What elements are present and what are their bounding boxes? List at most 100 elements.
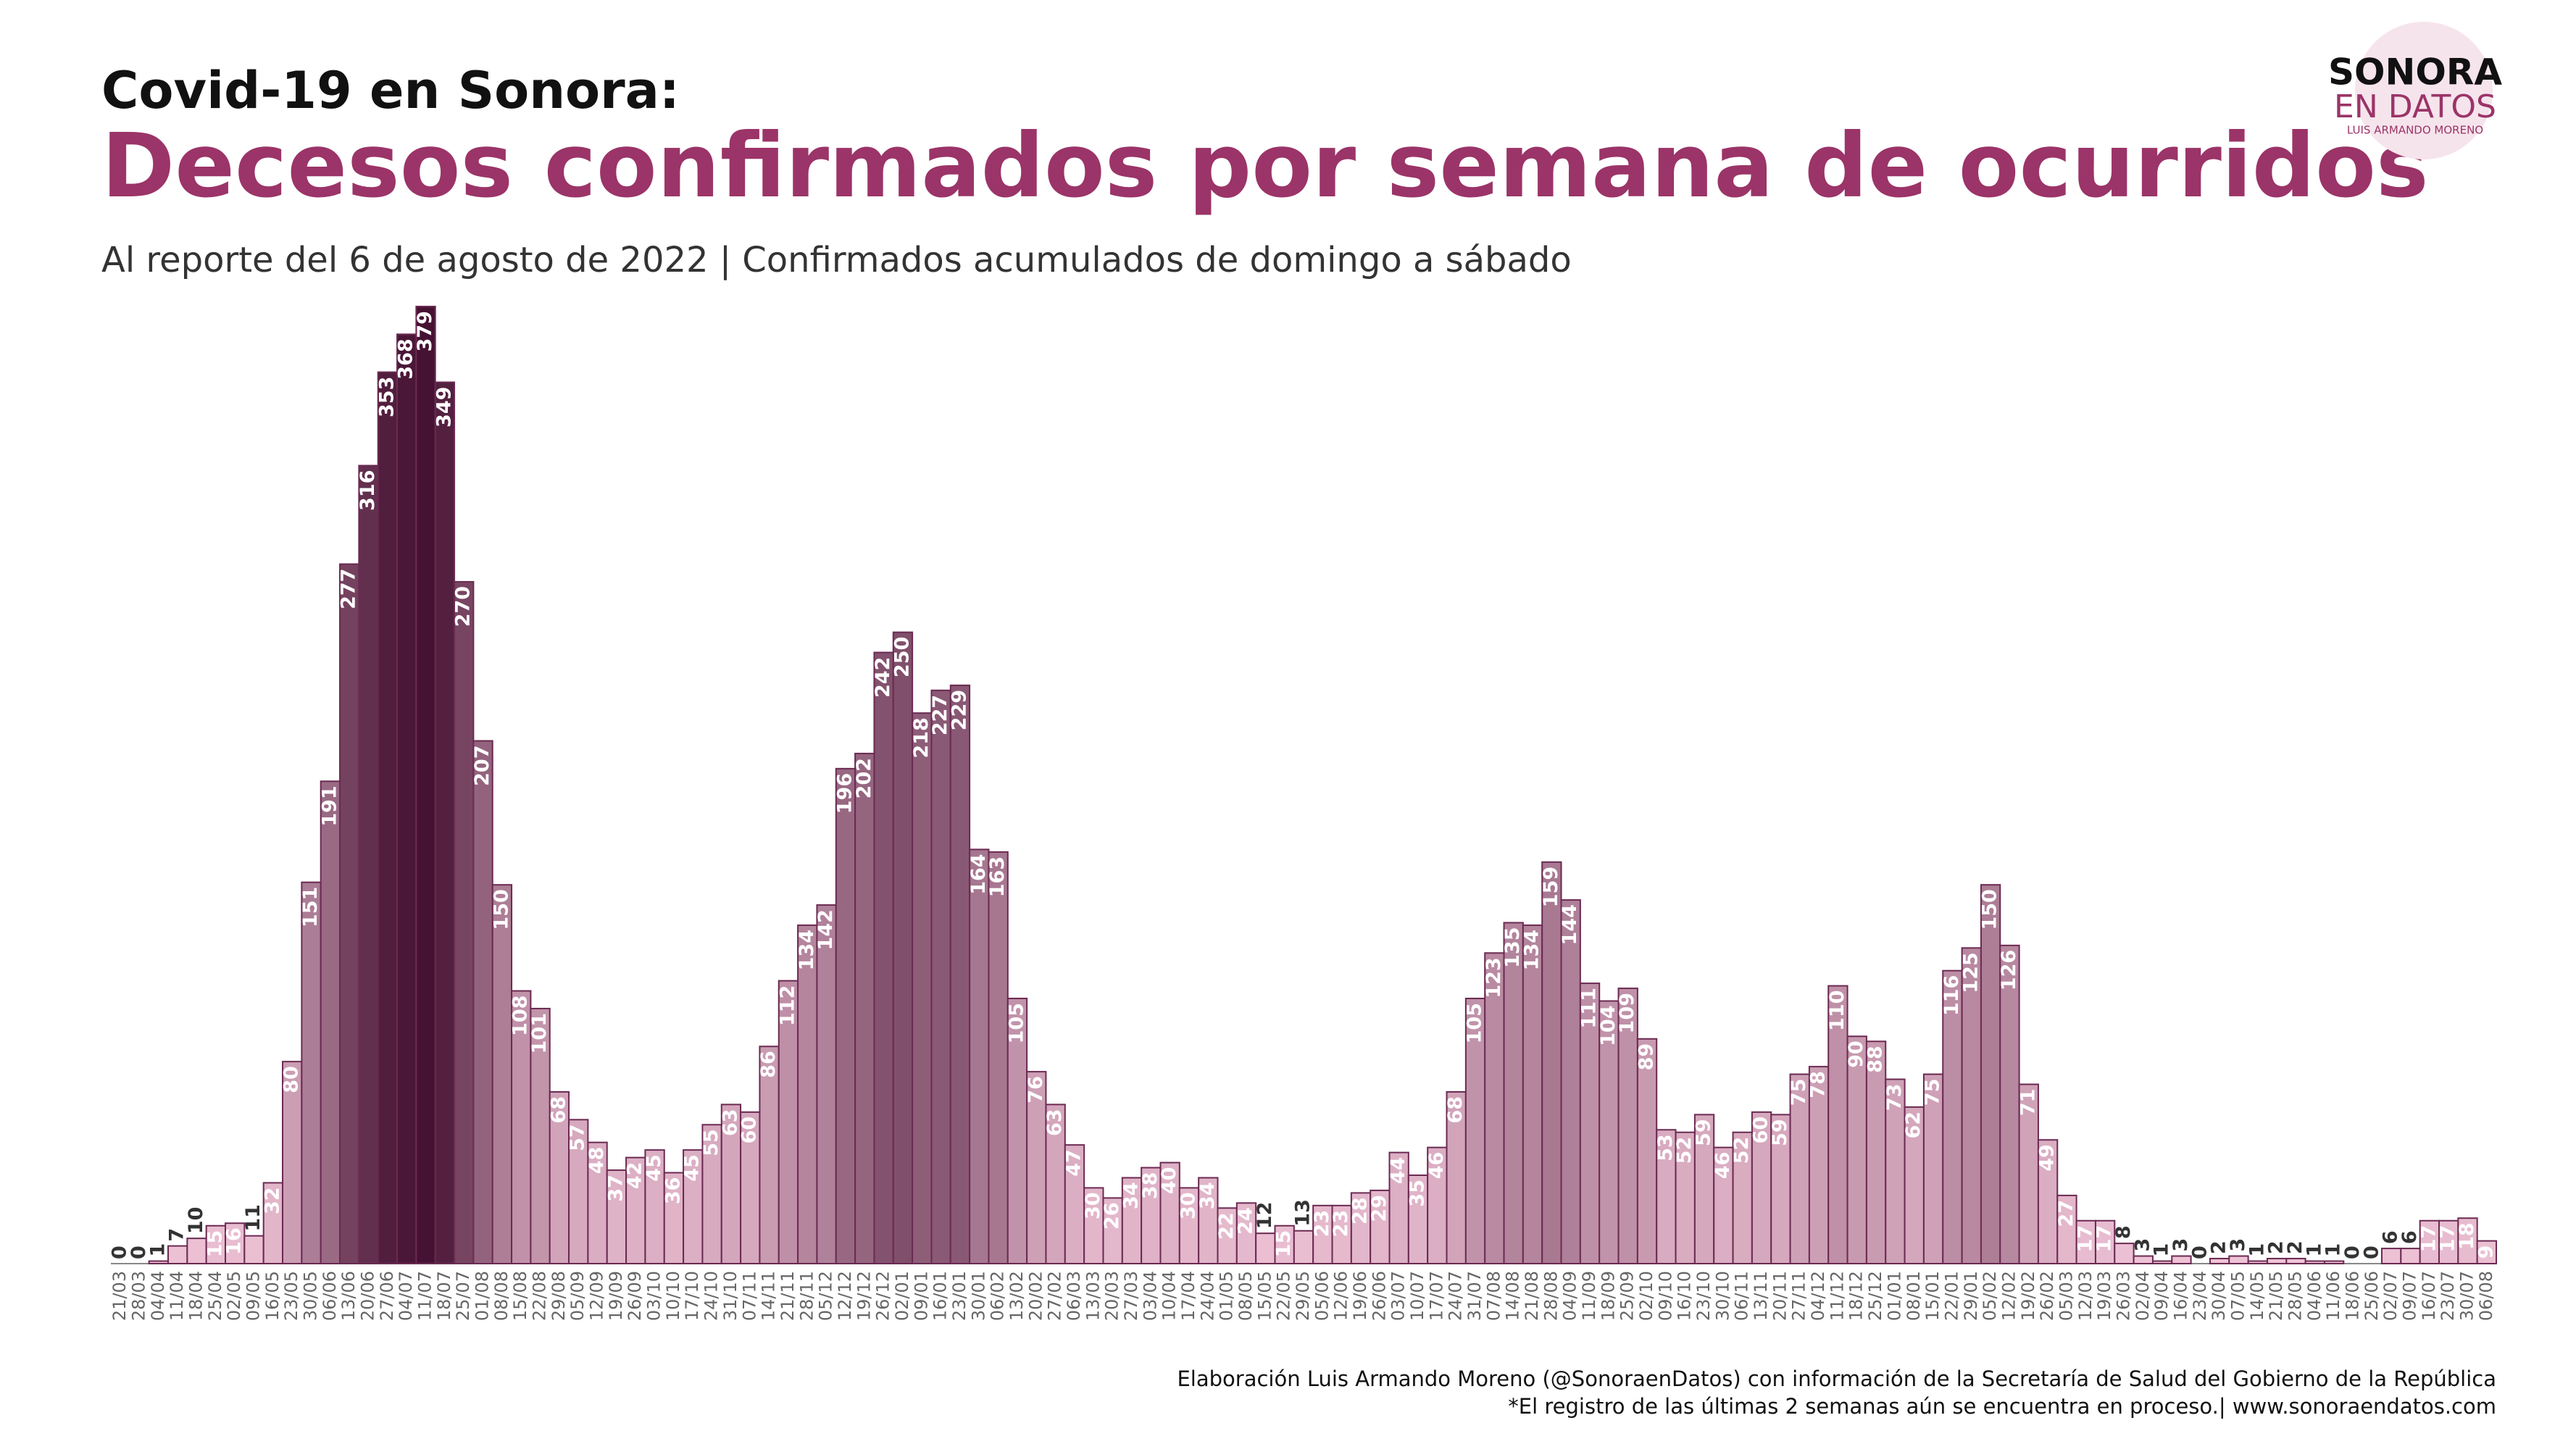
x-tick-label: 12/09: [587, 1271, 607, 1321]
bar: [1675, 1131, 1696, 1265]
chart-suptitle: Covid-19 en Sonora:: [101, 61, 680, 120]
bar: [2075, 1219, 2096, 1265]
bar: [644, 1149, 665, 1265]
x-tick-label: 11/06: [2323, 1271, 2343, 1321]
value-label: 3: [2227, 1238, 2249, 1252]
x-tick-label: 12/12: [835, 1271, 855, 1321]
x-tick-label: 08/08: [491, 1271, 512, 1321]
x-tick-label: 16/05: [262, 1271, 283, 1321]
x-tick-label: 23/01: [949, 1271, 970, 1321]
x-tick-label: 26/12: [873, 1271, 893, 1321]
x-tick-label: 10/10: [663, 1271, 683, 1321]
bar: [1808, 1066, 1830, 1265]
bar: [377, 371, 399, 1264]
bar: [969, 848, 990, 1265]
value-label: 18: [2456, 1222, 2478, 1250]
x-tick-label: 29/01: [1961, 1271, 1981, 1321]
value-label: 207: [471, 746, 493, 786]
x-tick-label: 13/03: [1083, 1271, 1103, 1321]
value-label: 126: [1998, 950, 2020, 990]
bar: [2285, 1258, 2306, 1265]
x-tick-label: 05/06: [1312, 1271, 1332, 1321]
x-tick-label: 19/03: [2094, 1271, 2114, 1321]
bar: [415, 306, 436, 1264]
value-label: 112: [776, 985, 799, 1026]
value-label: 76: [1025, 1076, 1047, 1103]
value-label: 151: [299, 887, 322, 927]
x-tick-label: 10/04: [1159, 1271, 1180, 1321]
bar: [1235, 1202, 1257, 1264]
bar: [396, 333, 417, 1265]
x-tick-label: 15/01: [1922, 1271, 1943, 1321]
bar: [301, 881, 322, 1264]
x-tick-label: 12/06: [1331, 1271, 1351, 1321]
x-tick-label: 09/05: [243, 1271, 264, 1321]
value-label: 227: [929, 695, 951, 735]
value-label: 17: [2437, 1225, 2459, 1253]
bar: [1522, 924, 1543, 1264]
x-tick-label: 16/04: [2170, 1271, 2191, 1321]
value-label: 37: [604, 1174, 627, 1202]
bar: [282, 1061, 303, 1265]
chart-title: Decesos confirmados por semana de ocurri…: [101, 114, 2429, 217]
x-tick-label: 20/11: [1770, 1271, 1790, 1321]
value-label: 135: [1501, 927, 1524, 967]
bar: [491, 884, 513, 1264]
bar: [1407, 1174, 1429, 1265]
bar: [2266, 1258, 2288, 1265]
bar: [1999, 944, 2020, 1264]
value-label: 0: [2341, 1246, 2364, 1259]
value-label: 1: [146, 1243, 169, 1257]
x-tick-label: 30/04: [2209, 1271, 2229, 1321]
bar: [167, 1245, 188, 1264]
value-label: 34: [1196, 1182, 1219, 1209]
bar: [1312, 1204, 1333, 1264]
value-label: 71: [2017, 1089, 2039, 1117]
x-tick-label: 20/02: [1025, 1271, 1046, 1321]
bar: [243, 1235, 264, 1265]
value-label: 270: [452, 586, 475, 627]
value-label: 134: [796, 930, 818, 970]
x-tick-label: 02/10: [1636, 1271, 1656, 1321]
bar: [1656, 1129, 1677, 1265]
value-label: 62: [1902, 1111, 1925, 1139]
x-tick-label: 05/03: [2056, 1271, 2076, 1321]
bar: [778, 980, 799, 1265]
value-label: 48: [585, 1147, 608, 1174]
x-tick-label: 02/05: [224, 1271, 244, 1321]
x-tick-label: 05/12: [816, 1271, 836, 1321]
x-tick-label: 22/01: [1941, 1271, 1962, 1321]
value-label: 45: [681, 1154, 704, 1182]
bar: [1141, 1167, 1162, 1264]
value-label: 28: [1349, 1197, 1372, 1224]
bar: [1846, 1035, 1867, 1264]
x-tick-label: 14/08: [1503, 1271, 1523, 1321]
bar: [854, 752, 875, 1264]
bar: [1255, 1232, 1276, 1265]
logo-text: SONORA: [2328, 51, 2502, 93]
x-tick-label: 04/07: [396, 1271, 416, 1321]
value-label: 105: [1464, 1003, 1486, 1043]
value-label: 110: [1826, 990, 1848, 1031]
bar: [1942, 969, 1963, 1264]
value-label: 24: [1234, 1207, 1256, 1235]
bar: [2133, 1255, 2154, 1265]
x-tick-label: 21/08: [1522, 1271, 1542, 1321]
value-label: 57: [567, 1124, 589, 1151]
bar: [2247, 1260, 2268, 1265]
value-label: 1: [2303, 1243, 2325, 1257]
bar: [1789, 1073, 1810, 1264]
x-tick-label: 13/06: [338, 1271, 359, 1321]
value-label: 88: [1864, 1046, 1887, 1073]
value-label: 111: [1578, 988, 1601, 1028]
value-label: 63: [719, 1109, 741, 1136]
value-label: 68: [547, 1096, 570, 1124]
x-tick-label: 06/08: [2476, 1271, 2496, 1321]
bar: [701, 1124, 722, 1264]
bar: [1770, 1114, 1791, 1264]
value-label: 116: [1941, 975, 1963, 1016]
x-tick-label: 03/07: [1388, 1271, 1409, 1321]
value-label: 159: [1540, 867, 1562, 907]
bar: [835, 767, 856, 1265]
bar: [1045, 1103, 1066, 1265]
